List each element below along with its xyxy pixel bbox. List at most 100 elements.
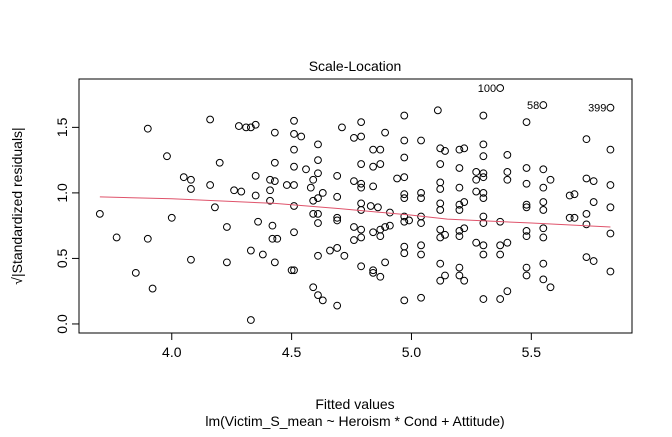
- data-point: [287, 266, 296, 275]
- data-point: [314, 209, 322, 218]
- y-tick-label: 1.5: [54, 117, 70, 137]
- data-point: [290, 145, 298, 154]
- data-point: [374, 203, 382, 212]
- data-point: [222, 223, 231, 231]
- data-point: [385, 221, 394, 230]
- data-point: [381, 128, 390, 137]
- data-point: [314, 219, 322, 227]
- data-point: [369, 228, 378, 237]
- data-point: [417, 293, 425, 302]
- data-point: [436, 199, 445, 208]
- data-point: [522, 227, 531, 235]
- data-point: [522, 271, 531, 280]
- data-point: [539, 183, 548, 192]
- data-point: [441, 271, 449, 280]
- chart-title: Scale-Location: [309, 58, 402, 74]
- data-point: [143, 234, 152, 243]
- data-point: [357, 199, 366, 208]
- data-point: [455, 164, 464, 172]
- data-point: [215, 158, 224, 167]
- data-point: [606, 145, 615, 154]
- data-point: [436, 259, 445, 268]
- data-point: [460, 198, 469, 206]
- data-point: [503, 175, 512, 184]
- data-point: [539, 233, 548, 242]
- data-point: [606, 267, 615, 276]
- data-point: [206, 181, 215, 189]
- data-point: [251, 120, 260, 129]
- data-point: [258, 250, 267, 259]
- data-point: [479, 295, 488, 303]
- data-point: [314, 140, 322, 149]
- data-point: [565, 191, 574, 200]
- data-point: [273, 234, 282, 243]
- data-point: [582, 209, 591, 218]
- data-point: [503, 287, 512, 296]
- data-point: [246, 123, 255, 132]
- data-point: [546, 175, 555, 184]
- x-axis: 4.0 4.5 5.0 5.5: [162, 332, 542, 360]
- data-point: [606, 103, 615, 112]
- x-tick-label: 4.5: [282, 344, 302, 360]
- y-axis-label: √|Standardized residuals|: [9, 127, 25, 284]
- data-point: [306, 183, 315, 192]
- data-point: [400, 194, 409, 203]
- data-point: [187, 175, 195, 184]
- data-point: [472, 238, 481, 247]
- data-point: [376, 145, 385, 154]
- data-point: [314, 251, 322, 260]
- point-label: 100: [478, 83, 496, 95]
- data-point: [400, 296, 409, 305]
- data-point: [268, 221, 277, 230]
- data-point: [246, 246, 255, 255]
- data-point: [326, 246, 334, 255]
- data-point: [455, 271, 464, 280]
- data-point: [570, 190, 579, 199]
- data-point: [589, 257, 598, 265]
- data-point: [496, 295, 505, 303]
- data-point: [112, 233, 121, 242]
- data-point: [381, 223, 390, 231]
- data-point: [222, 258, 231, 267]
- y-tick-label: 1.0: [54, 183, 70, 203]
- data-point: [539, 198, 548, 206]
- data-point: [479, 152, 488, 161]
- data-point: [589, 198, 598, 206]
- data-point: [206, 115, 215, 124]
- data-point: [436, 160, 445, 168]
- data-point: [309, 209, 318, 218]
- data-point: [460, 144, 469, 153]
- data-point: [270, 177, 279, 185]
- data-point: [167, 213, 176, 222]
- data-point: [539, 165, 548, 174]
- data-point: [472, 175, 481, 184]
- data-point: [211, 203, 219, 212]
- data-point: [357, 183, 366, 192]
- data-point: [436, 206, 445, 214]
- data-point: [314, 156, 322, 165]
- data-point: [522, 118, 531, 127]
- data-point: [570, 213, 579, 222]
- data-point: [503, 168, 512, 176]
- data-point: [266, 175, 274, 184]
- data-point: [496, 241, 505, 250]
- data-point: [340, 251, 349, 260]
- data-point: [436, 185, 445, 193]
- data-point: [237, 187, 246, 196]
- data-point: [539, 259, 548, 268]
- data-point: [522, 164, 531, 172]
- point-label: 399: [588, 103, 606, 115]
- x-tick-label: 4.0: [162, 344, 182, 360]
- data-point: [290, 130, 298, 138]
- x-tick-label: 5.5: [522, 344, 542, 360]
- data-point: [479, 140, 488, 149]
- data-point: [479, 241, 488, 250]
- data-point: [357, 262, 366, 271]
- data-point: [479, 169, 488, 178]
- data-point: [565, 213, 574, 222]
- data-point: [357, 179, 366, 188]
- data-point: [606, 181, 615, 189]
- data-point: [251, 191, 260, 200]
- data-point: [582, 253, 591, 262]
- data-point: [539, 101, 548, 109]
